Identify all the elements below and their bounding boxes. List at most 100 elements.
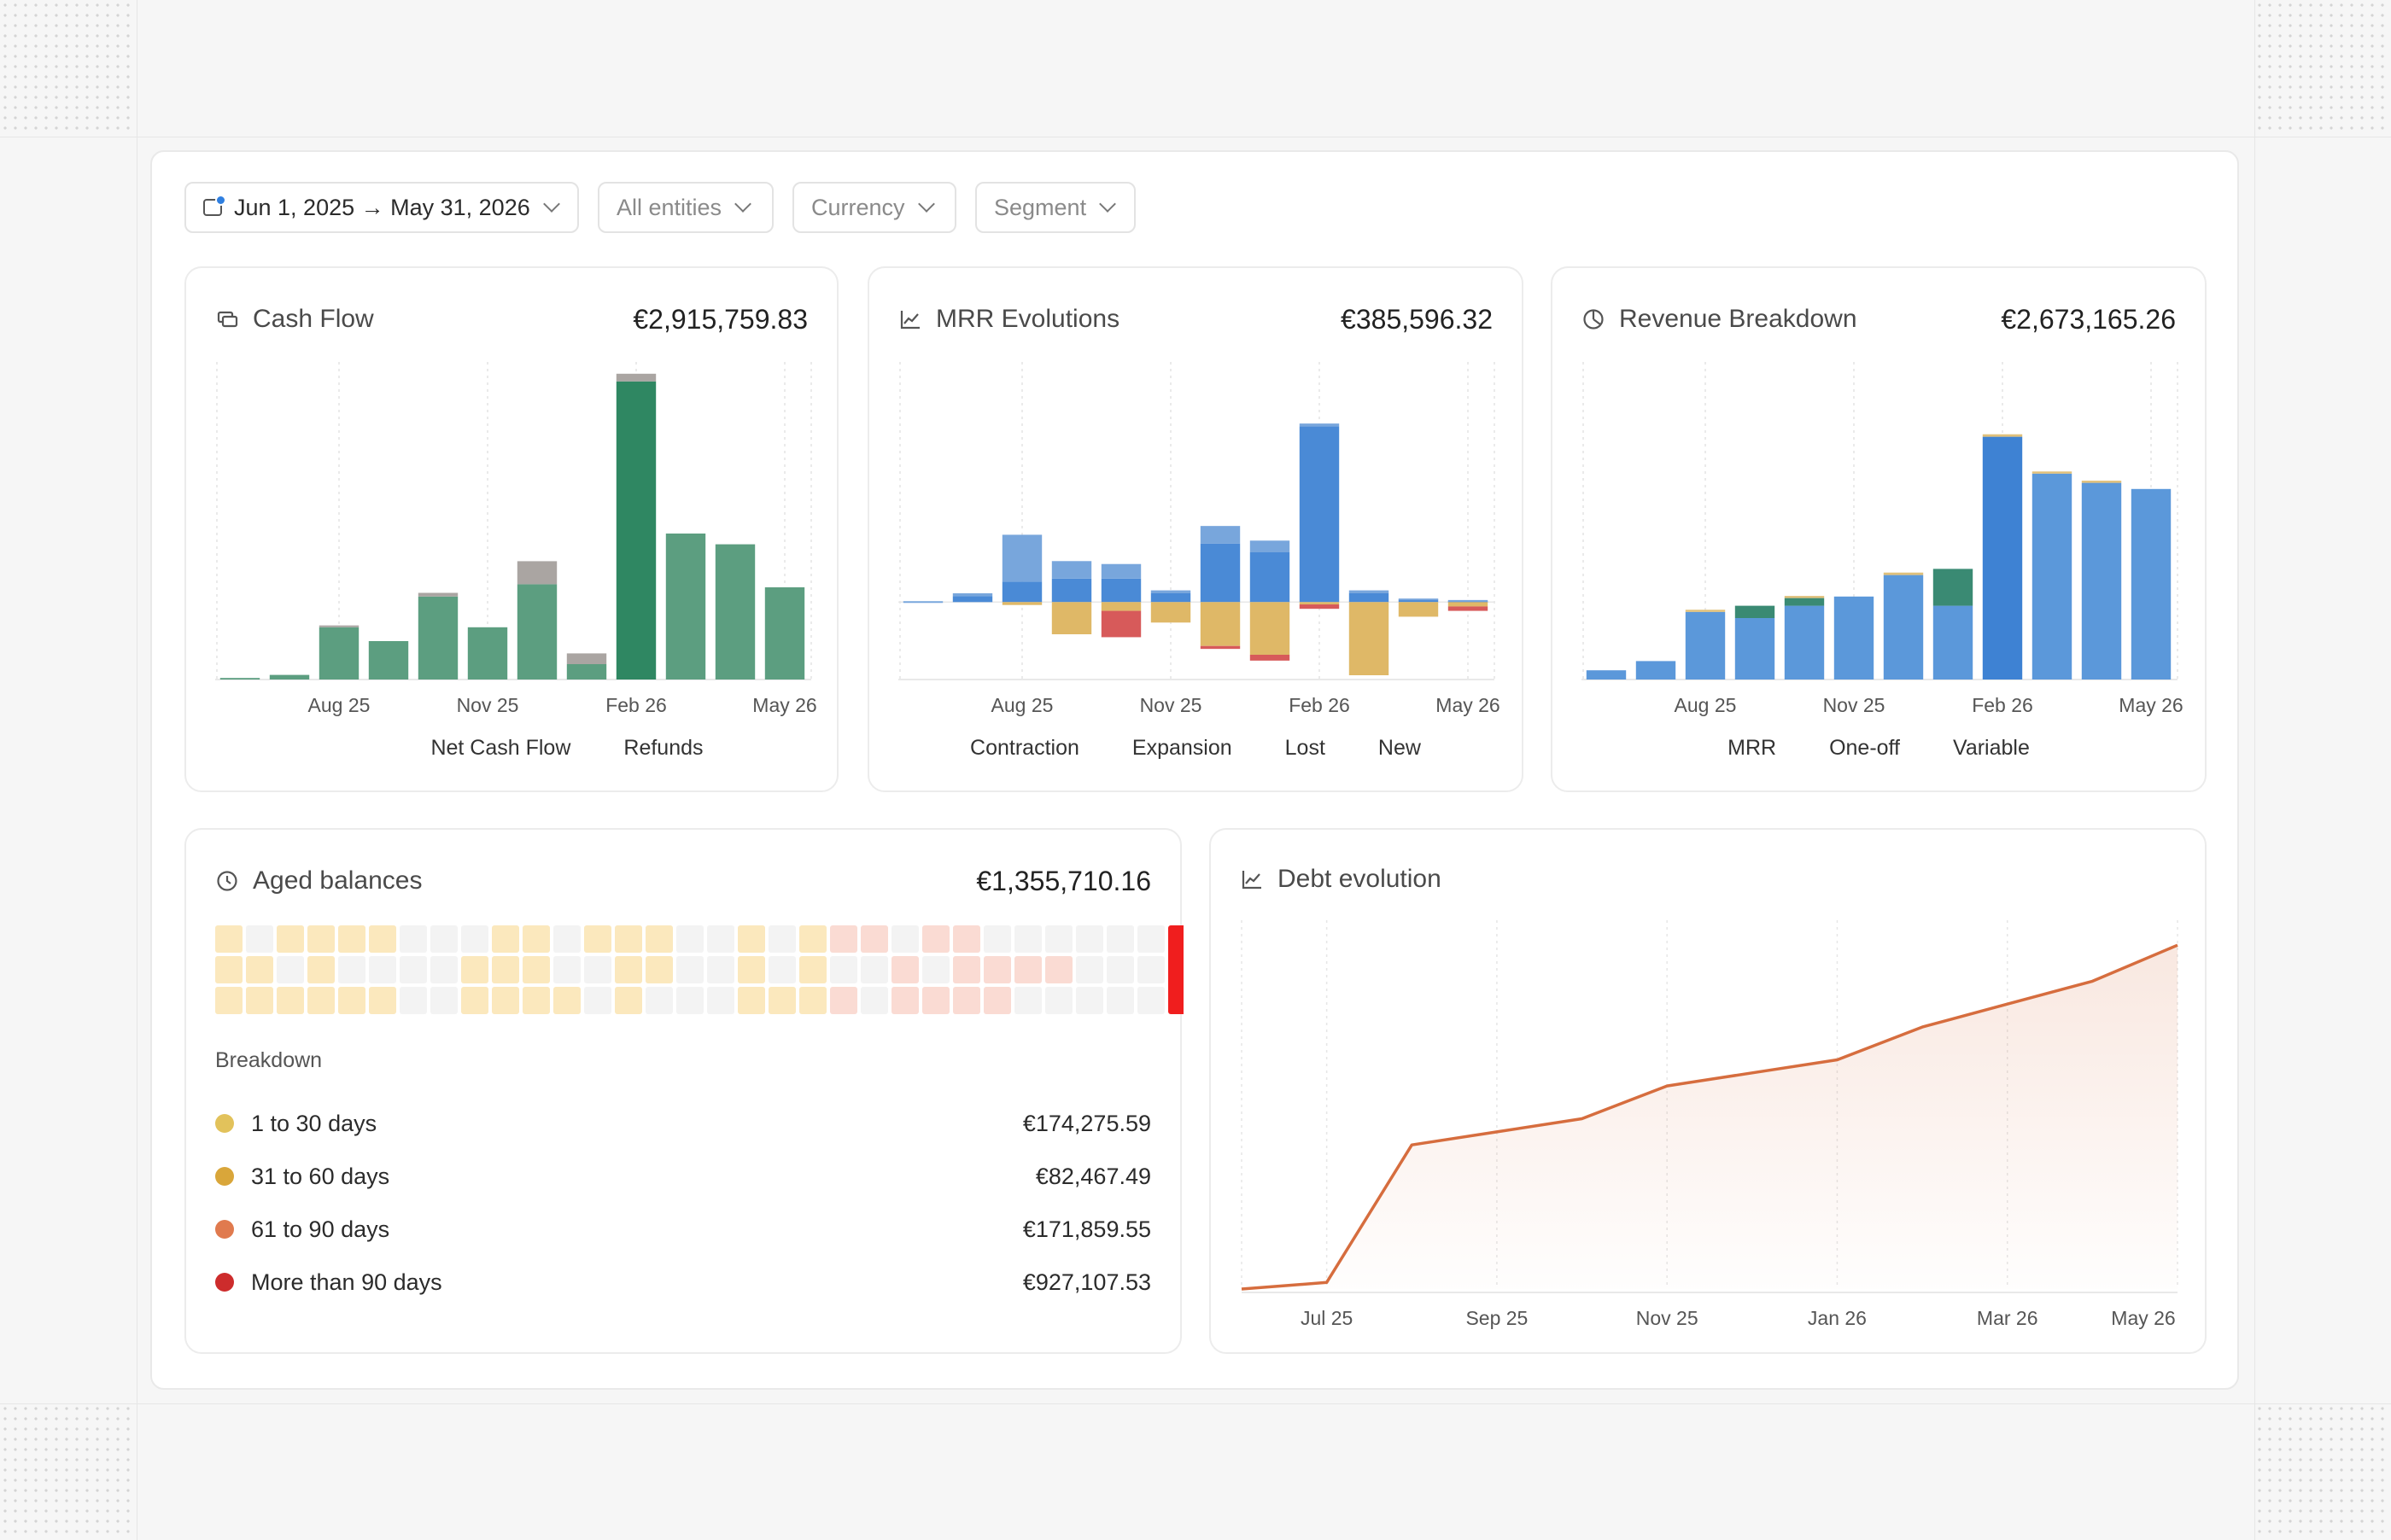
guide-line — [0, 1403, 2391, 1404]
aged-balances-card[interactable]: Aged balances €1,355,710.16 Breakdown 1 … — [184, 828, 1184, 1354]
heatmap-cell — [707, 987, 734, 1014]
heatmap-cell — [892, 987, 919, 1014]
x-tick-label: May 26 — [2111, 1307, 2175, 1329]
bar-mrr — [1734, 618, 1775, 680]
heatmap-cell — [1137, 987, 1165, 1014]
legend-item[interactable]: Contraction — [970, 736, 1079, 760]
heatmap-cell — [246, 925, 273, 953]
legend-item[interactable]: Variable — [1953, 736, 2030, 760]
bar-one-off — [1932, 569, 1973, 606]
heatmap-cell — [277, 925, 304, 953]
bar-contraction — [1398, 602, 1439, 617]
legend-item[interactable]: Net Cash Flow — [430, 736, 571, 760]
debt-evolution-card[interactable]: Debt evolution Jul 25 Sep 25 Nov 25 Jan 26 M… — [1209, 828, 2207, 1354]
heatmap-cell — [1107, 956, 1134, 983]
bar-expansion — [903, 601, 944, 604]
heatmap-cell — [738, 925, 765, 953]
breakdown-row-label: 61 to 90 days — [251, 1216, 390, 1242]
bar-expansion — [1348, 590, 1389, 593]
dot-pattern — [2254, 0, 2391, 137]
heatmap-cell — [523, 956, 550, 983]
heatmap-cell — [307, 956, 335, 983]
legend-item[interactable]: MRR — [1727, 736, 1777, 760]
card-total: €2,915,759.83 — [633, 303, 808, 335]
currency-filter[interactable]: Currency — [792, 182, 956, 233]
heatmap-cell — [892, 925, 919, 953]
bar-new — [1150, 593, 1191, 603]
heatmap-cell — [861, 987, 888, 1014]
bar-lost — [1299, 604, 1340, 610]
bar-mrr — [1883, 575, 1924, 680]
bar-contraction — [1150, 602, 1191, 623]
date-range-filter[interactable]: Jun 1, 2025 → May 31, 2026 — [184, 182, 579, 233]
heatmap-cell — [1076, 956, 1103, 983]
breakdown-row-label: 31 to 60 days — [251, 1163, 390, 1189]
heatmap-cell — [1014, 925, 1042, 953]
bar-expansion — [1249, 540, 1290, 552]
heatmap-cell — [953, 987, 980, 1014]
heatmap-cell — [676, 925, 704, 953]
heatmap-cell — [430, 987, 458, 1014]
heatmap-cell — [799, 956, 827, 983]
card-title: Revenue Breakdown — [1619, 305, 1857, 333]
bar-variable — [2031, 471, 2072, 474]
chart-legend: MRR One-off Variable — [1552, 736, 2205, 761]
bar-expansion — [1299, 423, 1340, 427]
card-title: MRR Evolutions — [936, 305, 1120, 333]
heatmap-cell — [892, 956, 919, 983]
legend-item[interactable]: Lost — [1284, 736, 1325, 760]
heatmap-cell — [1137, 925, 1165, 953]
legend-item[interactable]: Refunds — [623, 736, 704, 760]
dot-pattern — [2254, 1403, 2391, 1540]
revenue-breakdown-card[interactable]: Revenue Breakdown €2,673,165.26 Aug 25 No… — [1551, 266, 2207, 792]
guide-line — [2254, 0, 2255, 1540]
heatmap-cell — [461, 925, 488, 953]
bar-contraction — [1101, 602, 1142, 611]
debt-area — [1242, 945, 2178, 1289]
bar-lost — [1101, 610, 1142, 638]
heatmap-cell — [492, 925, 519, 953]
heatmap-cell — [707, 925, 734, 953]
bar-net-cash-flow — [319, 627, 360, 680]
legend-item[interactable]: New — [1377, 736, 1421, 760]
heatmap-cell — [830, 987, 857, 1014]
x-tick-label: May 26 — [2119, 694, 2183, 716]
heatmap-cell — [584, 956, 611, 983]
heatmap-cell — [277, 956, 304, 983]
bar-net-cash-flow — [368, 641, 409, 680]
heatmap-cell — [338, 925, 365, 953]
bar-net-cash-flow — [219, 678, 260, 680]
heatmap-cell — [584, 987, 611, 1014]
heatmap-cell — [738, 987, 765, 1014]
bar-net-cash-flow — [566, 664, 607, 680]
date-range-label: Jun 1, 2025 → May 31, 2026 — [234, 194, 530, 220]
dot-pattern — [0, 1403, 137, 1540]
x-tick-label: Jan 26 — [1808, 1307, 1867, 1329]
heatmap-cell — [369, 987, 396, 1014]
dot-pattern — [0, 0, 137, 137]
entities-filter[interactable]: All entities — [598, 182, 774, 233]
heatmap-cell — [307, 925, 335, 953]
mrr-chart: Aug 25 Nov 25 Feb 26 May 26 — [898, 362, 1500, 716]
cash-flow-card[interactable]: Cash Flow €2,915,759.83 Aug 25 Nov 25 Feb … — [184, 266, 839, 792]
legend-item[interactable]: One-off — [1829, 736, 1900, 760]
heatmap-cell — [615, 925, 642, 953]
heatmap-cell — [338, 956, 365, 983]
heatmap-cell — [523, 925, 550, 953]
bar-new — [1200, 543, 1241, 603]
heatmap-cell — [215, 987, 243, 1014]
legend-item[interactable]: Expansion — [1131, 736, 1232, 760]
bar-new — [1051, 578, 1092, 603]
mrr-evolutions-card[interactable]: MRR Evolutions €385,596.32 Aug 25 Nov 25 F… — [868, 266, 1523, 792]
bar-expansion — [1200, 526, 1241, 544]
card-total: €2,673,165.26 — [2001, 303, 2176, 335]
bar-mrr — [1685, 611, 1726, 680]
breakdown-label: Breakdown — [215, 1048, 323, 1072]
heatmap-cell-over-90 — [1168, 925, 1184, 1014]
bar-mrr — [1932, 605, 1973, 680]
x-tick-label: Feb 26 — [605, 694, 667, 716]
bar-variable — [2081, 481, 2122, 483]
heatmap-cell — [738, 956, 765, 983]
segment-filter[interactable]: Segment — [975, 182, 1136, 233]
heatmap-cell — [861, 956, 888, 983]
